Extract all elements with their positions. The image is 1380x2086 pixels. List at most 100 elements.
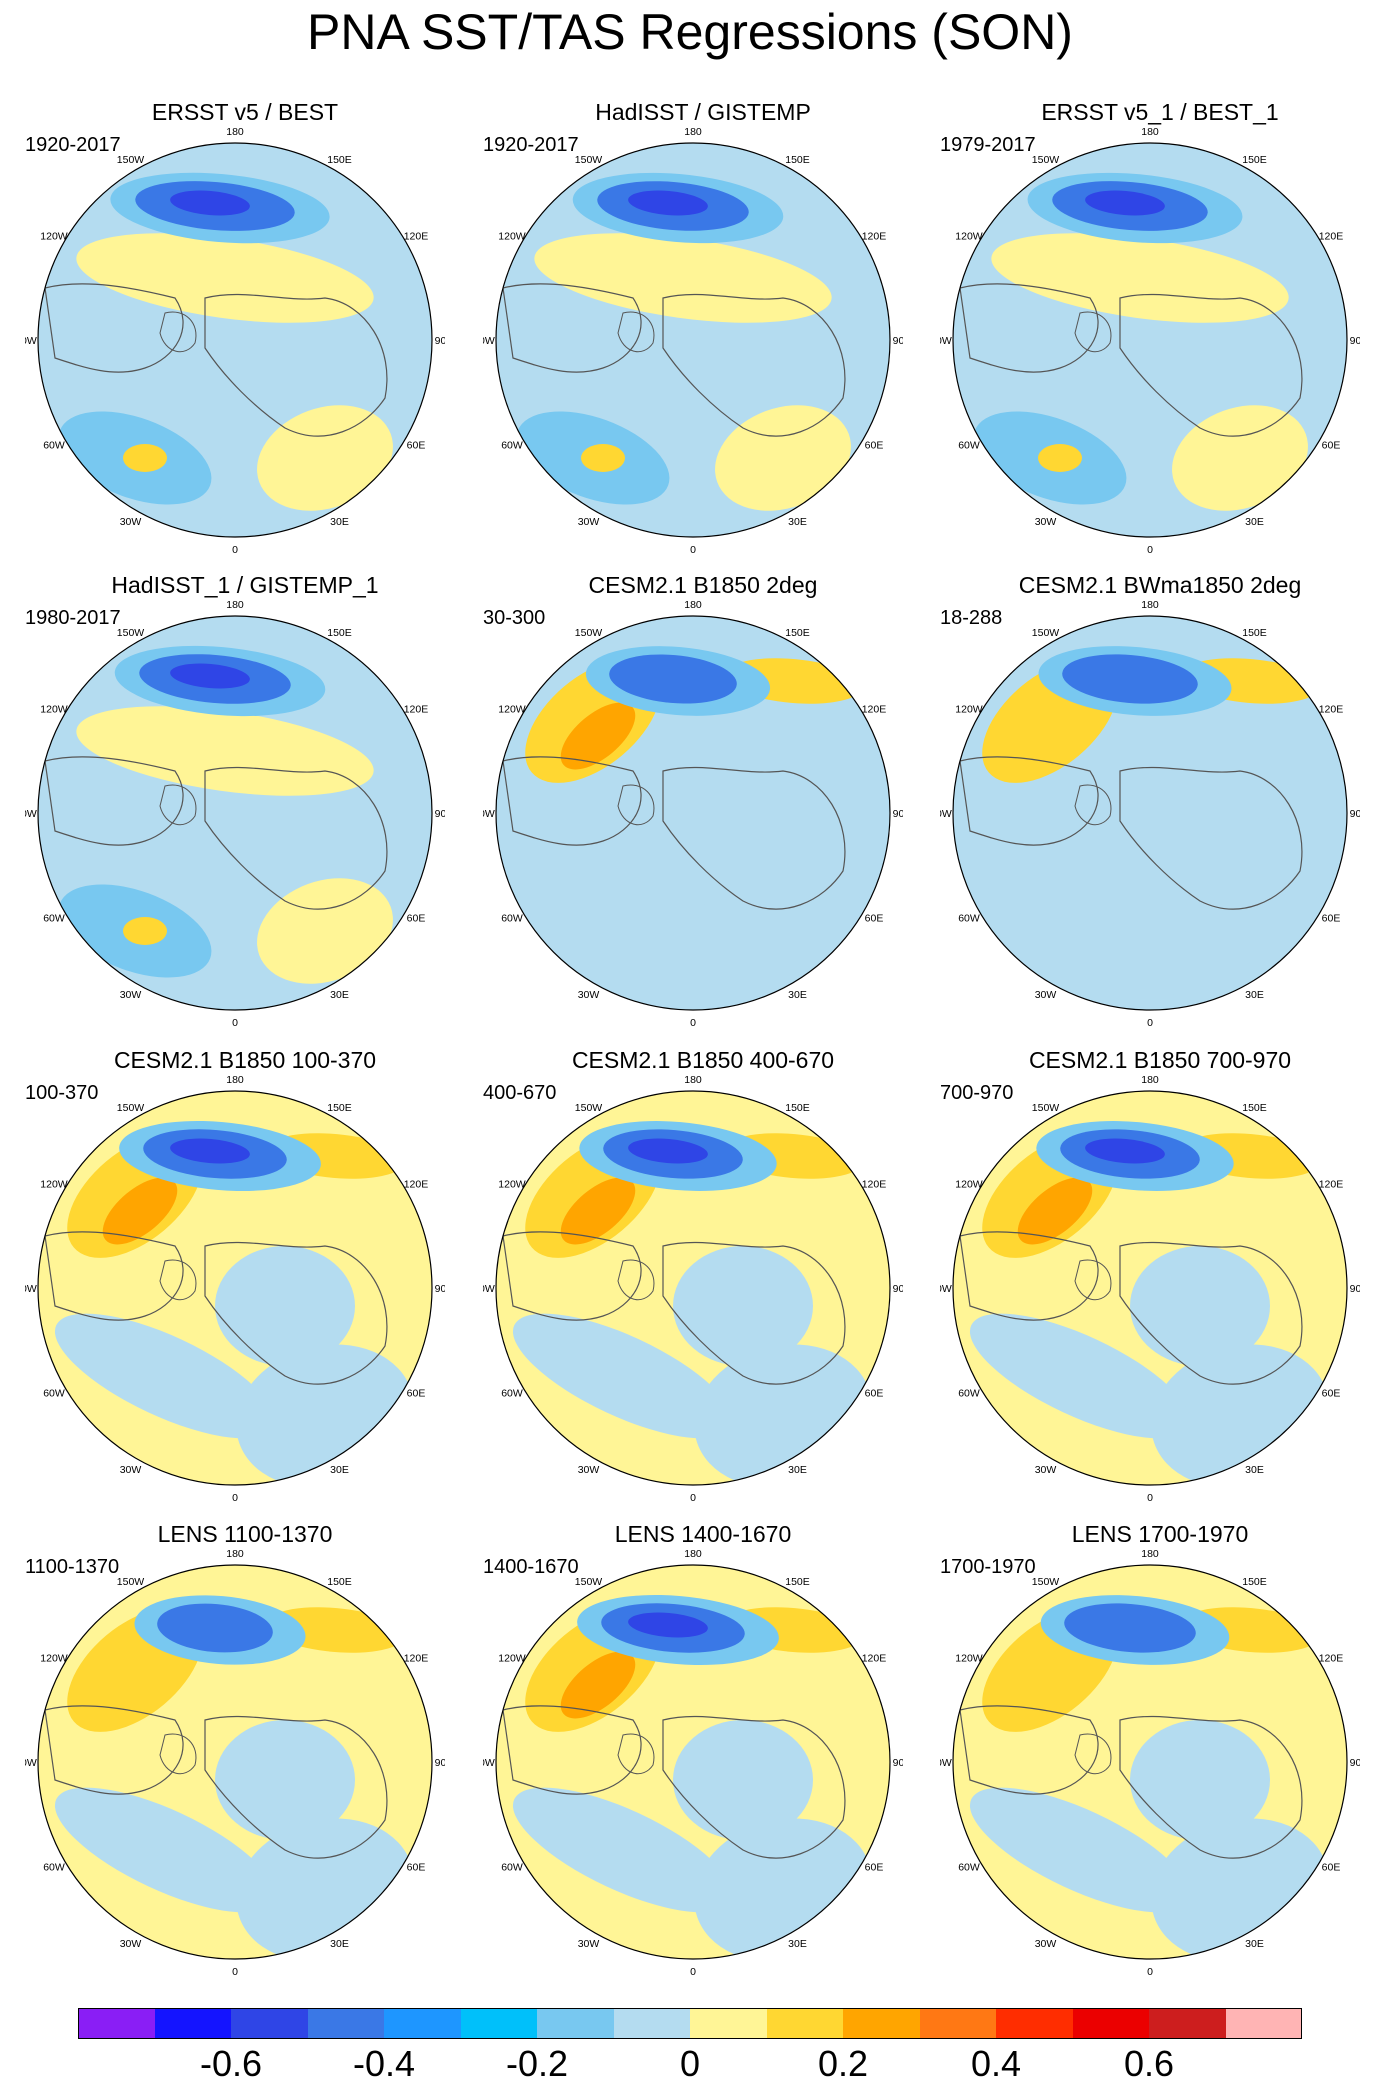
map-panel: HadISST / GISTEMP 1920-2017 180 150E 120E 90E… [483,98,923,568]
map-boundary [952,615,1348,1011]
map-boundary [495,1090,891,1486]
longitude-label: 30W [1035,1464,1057,1476]
longitude-label: 150W [117,627,145,639]
longitude-label: 180 [226,128,244,138]
greenland-coastline [159,311,197,353]
longitude-label: 90E [893,1757,903,1769]
longitude-label: 90W [483,1757,495,1769]
greenland-coastline [1074,311,1112,353]
longitude-label: 120E [862,1653,887,1665]
longitude-label: 90E [435,808,445,820]
eurasia-coastline [662,766,846,910]
negative-anomaly-region [512,1313,734,1439]
negative-anomaly-core [1085,190,1165,216]
colorbar-tick-label: 0 [679,2043,701,2084]
colorbar-swatch [766,2008,843,2039]
longitude-label: 0 [1147,1492,1153,1504]
positive-anomaly-core [102,1177,178,1245]
north-america-coastline [502,756,642,846]
longitude-label: 0 [232,544,238,556]
polar-stereographic-map: 180 150E 120E 90E 60E 30E 0 30W 60W 90W 120W 150W [483,1550,903,1978]
longitude-label: 60W [958,1862,980,1874]
longitude-label: 120W [40,704,68,716]
eurasia-coastline [204,1241,388,1385]
longitude-label: 30W [578,989,600,1001]
colorbar-tick-label: 0.4 [970,2043,1022,2084]
longitude-label: 60E [865,1862,884,1874]
longitude-label: 90E [1350,1757,1360,1769]
polar-stereographic-map: 180 150E 120E 90E 60E 30E 0 30W 60W 90W 120W 150W [483,128,903,556]
negative-anomaly-region [673,771,813,891]
longitude-label: 0 [1147,544,1153,556]
longitude-label: 180 [1141,1550,1159,1560]
longitude-label: 30E [330,1464,349,1476]
negative-anomaly-region [54,1313,276,1439]
north-america-coastline [959,1705,1099,1795]
longitude-label: 120W [955,1653,983,1665]
panel-title: LENS 1100-1370 [157,1521,333,1547]
negative-anomaly-center [1064,1603,1196,1653]
panel-title: ERSST v5 / BEST [151,99,339,125]
positive-anomaly-region [257,878,393,984]
longitude-label: 60E [407,1862,426,1874]
longitude-label: 30E [788,1938,807,1950]
longitude-label: 90W [483,335,495,347]
longitude-label: 150W [1032,154,1060,166]
longitude-label: 180 [226,1550,244,1560]
positive-anomaly-band [76,706,374,796]
panel-year-range: 400-670 [483,1082,557,1104]
longitude-label: 120E [1319,704,1344,716]
eurasia-coastline [1119,1241,1303,1385]
longitude-label: 60E [865,913,884,925]
longitude-label: 150W [117,154,145,166]
longitude-label: 0 [232,1017,238,1029]
longitude-label: 150W [575,1102,603,1114]
longitude-label: 120W [40,1653,68,1665]
longitude-label: 90W [940,1283,952,1295]
longitude-label: 60W [43,1388,65,1400]
longitude-label: 60E [865,440,884,452]
longitude-label: 150E [327,1576,352,1588]
colorbar-swatch [1072,2008,1149,2039]
greenland-coastline [1074,1733,1112,1775]
negative-anomaly-core [628,190,708,216]
colorbar-swatch [1149,2008,1226,2039]
longitude-label: 90E [1350,1283,1360,1295]
map-panel: CESM2.1 B1850 400-670 400-670 180 150E 120E 9… [483,1046,923,1516]
longitude-label: 120E [404,1179,429,1191]
colorbar-swatch [843,2008,920,2039]
negative-anomaly-center [1062,654,1198,704]
panel-title: CESM2.1 BWma1850 2deg [1018,572,1302,598]
longitude-label: 90W [25,335,37,347]
longitude-label: 30E [788,516,807,528]
longitude-label: 30E [1245,1464,1264,1476]
longitude-label: 0 [232,1492,238,1504]
longitude-label: 150W [575,1576,603,1588]
longitude-label: 60W [958,913,980,925]
longitude-label: 30W [578,516,600,528]
colorbar-tick-label: -0.6 [199,2043,263,2084]
longitude-label: 180 [1141,601,1159,611]
negative-anomaly-center [157,1603,273,1653]
map-panel: ERSST v5 / BEST 1920-2017 180 150E 120E 90E 60… [25,98,465,568]
north-america-coastline [44,1705,184,1795]
panel-title: CESM2.1 B1850 2deg [588,572,818,598]
polar-stereographic-map: 180 150E 120E 90E 60E 30E 0 30W 60W 90W 120W 150W [25,1550,445,1978]
longitude-label: 30E [788,1464,807,1476]
greenland-coastline [617,1733,655,1775]
panel-title: LENS 1400-1670 [614,1521,792,1547]
longitude-label: 90E [893,335,903,347]
longitude-label: 90E [893,808,903,820]
map-panel: LENS 1700-1970 1700-1970 180 150E 120E 90E 60E… [940,1520,1380,1990]
longitude-label: 60W [501,1388,523,1400]
longitude-label: 60W [43,440,65,452]
longitude-label: 30E [330,1938,349,1950]
north-america-coastline [959,756,1099,846]
longitude-label: 120W [40,231,68,243]
longitude-label: 60E [865,1388,884,1400]
longitude-label: 30W [1035,516,1057,528]
positive-anomaly-band [534,233,832,323]
negative-anomaly-region [673,1720,813,1840]
panel-title: CESM2.1 B1850 100-370 [113,1047,377,1073]
greenland-coastline [617,311,655,353]
